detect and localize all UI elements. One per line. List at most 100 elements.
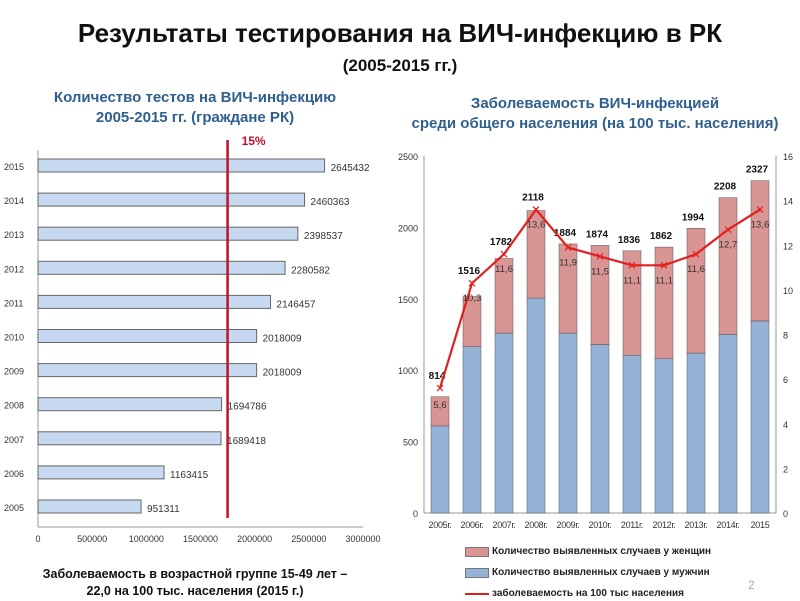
y2-tick-label: 0: [783, 509, 788, 519]
data-label: 2146457: [277, 299, 316, 310]
total-label: 814: [429, 371, 446, 382]
y-tick-label: 2000: [398, 223, 418, 233]
y-tick-label: 2009: [4, 367, 24, 377]
x-tick-label: 2008г.: [525, 520, 548, 530]
note: Заболеваемость в возрастной группе 15-49…: [30, 566, 360, 600]
bar-women: [494, 258, 514, 334]
data-label: 2460363: [311, 197, 350, 208]
x-tick-label: 2010г.: [589, 520, 612, 530]
y-tick-label: 2011: [4, 298, 23, 308]
rate-label: 11,1: [655, 275, 673, 286]
y-tick-label: 2008: [4, 401, 24, 411]
bar-women: [686, 228, 706, 354]
y-tick-label: 2015: [4, 162, 24, 172]
rate-marker: [436, 384, 444, 392]
reference-label: 15%: [242, 134, 266, 148]
data-label: 1694786: [228, 402, 267, 413]
y-tick-label: 2010: [4, 333, 24, 343]
bar-women: [654, 246, 674, 360]
y2-tick-label: 4: [783, 420, 788, 430]
y2-tick-label: 12: [783, 241, 793, 251]
x-tick-label: 1000000: [129, 534, 164, 544]
y2-tick-label: 14: [783, 197, 793, 207]
rate-label: 11,1: [623, 275, 641, 286]
left-chart-title-line2: 2005-2015 гг. (граждане РК): [95, 109, 295, 126]
y-tick-label: 2007: [4, 435, 24, 445]
data-label: 951311: [147, 504, 180, 515]
total-label: 1516: [458, 266, 481, 277]
bar-men: [526, 297, 546, 514]
rate-label: 12,7: [719, 240, 738, 251]
bar-men: [654, 358, 674, 514]
right-chart-title-line1: Заболеваемость ВИЧ-инфекцией: [470, 95, 720, 112]
y-tick-label: 1000: [398, 366, 418, 376]
rate-label: 11,5: [591, 266, 609, 277]
x-tick-label: 2500000: [291, 534, 326, 544]
data-label: 2018009: [263, 368, 302, 379]
total-label: 2118: [522, 193, 544, 204]
bar-men: [558, 332, 578, 514]
bar: [37, 363, 258, 378]
bar-women: [750, 180, 770, 322]
bar-men: [622, 354, 642, 514]
data-label: 2398537: [304, 231, 343, 242]
rate-label: 13,6: [527, 220, 546, 231]
bar: [37, 499, 142, 514]
rate-marker: [724, 226, 732, 234]
x-tick-label: 3000000: [345, 534, 380, 544]
bar-women: [590, 245, 610, 345]
y-tick-label: 2014: [4, 196, 24, 206]
bar-men: [718, 334, 738, 514]
bar: [37, 260, 286, 275]
page-number: 2: [748, 578, 755, 592]
rate-marker: [628, 261, 636, 269]
x-tick-label: 2006г.: [461, 520, 484, 530]
x-tick-label: 2009г.: [557, 520, 580, 530]
x-tick-label: 2014г.: [717, 520, 740, 530]
bar-women: [622, 250, 642, 356]
total-label: 1862: [650, 231, 673, 242]
x-tick-label: 0: [35, 534, 40, 544]
rate-marker: [660, 261, 668, 269]
legend-swatch: [465, 567, 489, 578]
bar-men: [750, 320, 770, 514]
bar-women: [430, 396, 450, 427]
data-label: 1689418: [227, 436, 266, 447]
y-tick-label: 2013: [4, 230, 24, 240]
x-tick-label: 2005г.: [429, 520, 452, 530]
bar: [37, 465, 165, 480]
rate-label: 10,3: [463, 293, 482, 304]
x-tick-label: 500000: [77, 534, 107, 544]
bar-women: [718, 197, 738, 335]
data-label: 2645432: [331, 163, 370, 174]
x-tick-label: 2015: [751, 520, 770, 530]
y2-tick-label: 10: [783, 286, 793, 296]
bar-men: [494, 332, 514, 514]
bar: [37, 158, 326, 173]
bar-men: [430, 425, 450, 514]
rate-label: 13,6: [751, 220, 770, 231]
rate-label: 5,6: [433, 400, 446, 411]
total-label: 2208: [714, 182, 737, 193]
rate-label: 11,6: [495, 264, 513, 275]
legend-men: Количество выявленных случаев у мужчин: [465, 567, 710, 578]
x-tick-label: 2012г.: [653, 520, 676, 530]
legend-women: Количество выявленных случаев у женщин: [465, 546, 711, 557]
rate-label: 11,6: [687, 264, 705, 275]
note-line2: 22,0 на 100 тыс. населения (2015 г.): [86, 584, 304, 598]
x-tick-label: 2013г.: [685, 520, 708, 530]
y-tick-label: 2006: [4, 469, 24, 479]
y2-tick-label: 8: [783, 331, 788, 341]
bar: [37, 294, 272, 309]
bar: [37, 226, 299, 241]
slide-title: Результаты тестирования на ВИЧ-инфекцию …: [77, 18, 723, 48]
left-chart-title: Количество тестов на ВИЧ-инфекцию 2005-20…: [30, 88, 360, 128]
total-label: 1782: [490, 237, 513, 248]
left-chart-title-line1: Количество тестов на ВИЧ-инфекцию: [53, 89, 337, 106]
rate-marker: [692, 250, 700, 258]
y-tick-label: 2500: [398, 152, 418, 162]
bar-men: [686, 352, 706, 514]
rate-label: 11,9: [559, 257, 577, 268]
y2-tick-label: 6: [783, 375, 788, 385]
